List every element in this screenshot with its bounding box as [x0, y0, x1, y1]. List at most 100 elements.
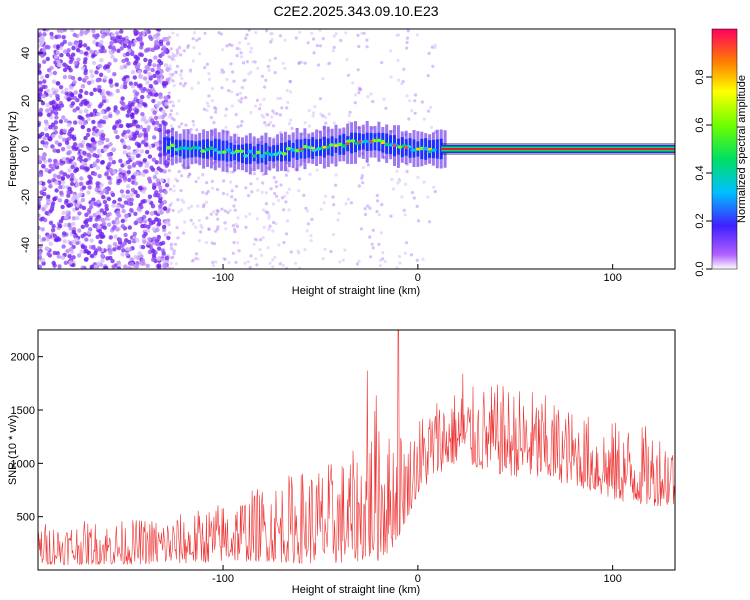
noise-point: [59, 42, 65, 47]
noise-point: [137, 70, 142, 75]
noise-point: [135, 108, 140, 113]
noise-point: [169, 124, 173, 128]
noise-point: [343, 248, 347, 252]
noise-point: [57, 198, 63, 203]
spectrogram-y-ticks: -40 -20 0 20 40: [20, 47, 43, 253]
noise-point: [334, 173, 338, 177]
noise-point: [84, 248, 89, 254]
y-tick-label: -40: [20, 237, 32, 253]
noise-point: [151, 252, 157, 258]
noise-point: [303, 121, 307, 125]
noise-point: [116, 266, 121, 269]
noise-point: [118, 158, 123, 164]
noise-point: [417, 219, 421, 223]
noise-point: [160, 51, 165, 57]
noise-point: [235, 184, 239, 188]
noise-point: [120, 218, 126, 224]
noise-point: [240, 96, 244, 101]
noise-point: [224, 107, 228, 111]
noise-point: [256, 66, 260, 70]
noise-point: [120, 96, 125, 101]
noise-point: [168, 100, 172, 104]
noise-point: [312, 51, 316, 55]
noise-point: [356, 33, 360, 38]
noise-point: [236, 125, 240, 129]
noise-point: [51, 79, 57, 84]
noise-point: [384, 106, 388, 110]
noise-point: [112, 72, 117, 77]
noise-point: [165, 67, 170, 72]
ridge-core: [230, 151, 236, 155]
noise-point: [40, 257, 46, 263]
noise-point: [306, 222, 310, 226]
noise-point: [38, 264, 43, 269]
noise-point: [41, 261, 46, 266]
noise-point: [54, 111, 59, 116]
noise-point: [227, 89, 231, 93]
noise-point: [131, 163, 137, 168]
noise-point: [66, 97, 72, 102]
noise-point: [253, 237, 257, 241]
noise-point: [271, 258, 275, 262]
noise-point: [38, 196, 43, 202]
noise-point: [288, 118, 293, 122]
noise-point: [85, 166, 90, 172]
noise-point: [78, 154, 83, 160]
noise-point: [197, 176, 201, 180]
noise-point: [92, 87, 98, 93]
noise-point: [56, 34, 62, 39]
noise-point: [183, 220, 187, 224]
noise-point: [149, 211, 155, 216]
noise-point: [75, 203, 80, 208]
noise-point: [101, 133, 106, 138]
noise-point: [306, 41, 310, 45]
noise-point: [357, 91, 361, 95]
noise-point: [221, 191, 226, 196]
noise-point: [244, 215, 248, 219]
noise-point: [120, 224, 126, 229]
noise-point: [234, 113, 238, 117]
noise-point: [62, 29, 67, 33]
noise-point: [90, 138, 96, 143]
noise-point: [197, 37, 201, 41]
noise-point: [244, 36, 248, 41]
noise-point: [175, 226, 179, 230]
noise-point: [189, 128, 193, 132]
noise-point: [155, 227, 160, 232]
snr-x-ticks: -100 0 100: [212, 565, 622, 585]
noise-point: [102, 48, 107, 54]
noise-point: [305, 209, 310, 213]
noise-point: [152, 236, 157, 241]
noise-point: [270, 115, 274, 119]
noise-point: [131, 136, 136, 141]
noise-point: [412, 196, 416, 200]
noise-point: [84, 237, 89, 242]
noise-point: [318, 97, 323, 101]
ridge-core: [281, 152, 287, 156]
noise-point: [263, 121, 267, 125]
noise-point: [326, 62, 330, 66]
noise-point: [98, 48, 103, 54]
noise-point: [131, 122, 137, 127]
noise-point: [286, 219, 290, 223]
ridge-core: [217, 150, 223, 155]
noise-point: [126, 169, 131, 175]
noise-point: [72, 95, 78, 101]
noise-point: [214, 110, 218, 114]
noise-point: [68, 260, 73, 265]
noise-point: [177, 170, 181, 174]
noise-point: [144, 120, 149, 125]
noise-point: [269, 120, 273, 125]
noise-point: [68, 85, 74, 91]
noise-point: [117, 237, 123, 243]
noise-point: [137, 52, 143, 57]
noise-point: [115, 88, 121, 94]
noise-point: [134, 130, 140, 135]
noise-point: [205, 192, 209, 196]
noise-point: [151, 257, 156, 262]
noise-point: [116, 210, 121, 215]
noise-point: [232, 79, 236, 83]
noise-point: [205, 181, 209, 185]
noise-point: [62, 49, 68, 54]
noise-point: [54, 188, 59, 193]
